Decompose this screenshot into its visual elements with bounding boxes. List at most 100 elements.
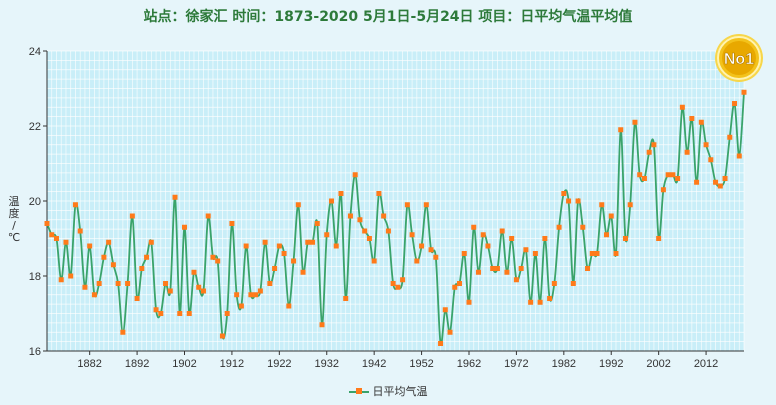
data-point: [400, 277, 406, 283]
data-point: [305, 239, 311, 245]
data-point: [148, 239, 154, 245]
data-point: [144, 254, 150, 260]
data-point: [561, 191, 567, 196]
data-point: [385, 228, 391, 234]
data-point: [551, 281, 557, 286]
x-tick-label: 2002: [646, 358, 670, 370]
data-point: [490, 266, 496, 271]
data-point: [53, 236, 59, 241]
y-axis-label: 温度 / ℃: [7, 196, 21, 244]
x-tick-label: 1992: [599, 358, 623, 370]
data-point: [63, 239, 69, 245]
data-point: [262, 239, 268, 245]
x-tick-label: 1952: [409, 358, 433, 370]
data-point: [91, 292, 97, 298]
data-point: [670, 172, 676, 178]
data-point: [177, 311, 183, 316]
data-point: [528, 299, 534, 305]
data-point: [641, 176, 647, 181]
legend: 日平均气温: [0, 383, 776, 399]
axes: [43, 50, 744, 355]
data-point: [87, 243, 93, 249]
legend-label: 日平均气温: [372, 385, 428, 398]
data-point: [191, 269, 197, 275]
x-tick-label: 1902: [172, 358, 196, 370]
data-point: [362, 228, 368, 234]
data-point: [234, 292, 240, 298]
data-point: [708, 157, 714, 163]
data-point: [608, 213, 614, 219]
data-point: [457, 281, 463, 286]
data-point: [68, 273, 74, 279]
data-point: [49, 232, 55, 238]
data-point: [172, 194, 178, 200]
data-point: [58, 277, 64, 283]
data-point: [428, 247, 434, 253]
chart-title: 站点：徐家汇 时间：1873-2020 5月1日-5月24日 项目：日平均气温平…: [143, 9, 633, 25]
data-point: [594, 251, 600, 256]
data-point: [452, 284, 458, 290]
y-tick-label: 22: [29, 121, 41, 133]
y-tick-label: 20: [29, 196, 41, 208]
data-point: [163, 281, 169, 286]
data-point: [485, 243, 491, 249]
data-point: [281, 251, 287, 256]
data-point: [494, 266, 500, 271]
data-point: [589, 251, 595, 256]
data-point: [646, 149, 652, 155]
data-point: [684, 149, 690, 155]
data-point: [253, 292, 259, 298]
badge-text: No1: [724, 51, 754, 68]
data-point: [101, 254, 107, 260]
data-point: [82, 284, 88, 290]
data-point: [461, 251, 467, 256]
data-point: [243, 243, 249, 249]
data-point: [499, 228, 505, 234]
tick-labels: 16 18 20 22 24 1882 1892 1902 1912 1922 1932 1942 19…: [29, 46, 719, 370]
data-point: [585, 266, 591, 271]
x-tick-label: 1892: [125, 358, 149, 370]
data-point: [139, 266, 145, 271]
data-point: [613, 251, 619, 256]
x-tick-label: 1912: [220, 358, 244, 370]
x-tick-label: 1922: [267, 358, 291, 370]
data-point: [656, 236, 662, 241]
data-point: [717, 183, 723, 189]
data-point: [167, 288, 173, 294]
data-point: [153, 307, 159, 313]
data-point: [371, 258, 377, 264]
data-point: [381, 213, 387, 219]
data-point: [267, 281, 273, 286]
data-point: [509, 236, 515, 241]
data-point: [120, 329, 126, 335]
data-point: [409, 232, 415, 238]
data-point: [404, 202, 410, 208]
data-point: [272, 266, 278, 271]
x-tick-label: 1962: [457, 358, 481, 370]
data-point: [532, 251, 538, 256]
y-axis-label-char: ℃: [7, 231, 21, 244]
legend-swatch: [348, 388, 369, 394]
data-point: [276, 243, 282, 249]
data-point: [125, 281, 131, 286]
data-point: [310, 239, 316, 245]
data-point: [627, 202, 633, 208]
grid-lines: [46, 50, 745, 352]
data-point: [599, 202, 605, 208]
data-point: [158, 311, 164, 316]
data-point: [395, 284, 401, 290]
data-point: [324, 232, 330, 238]
data-point: [622, 236, 628, 241]
data-point: [438, 341, 444, 346]
data-point: [72, 202, 78, 208]
data-point: [186, 311, 192, 316]
data-point: [703, 142, 709, 148]
data-point: [347, 213, 353, 219]
data-point: [338, 191, 344, 196]
data-point: [537, 299, 543, 305]
data-point: [660, 187, 666, 193]
data-point: [238, 303, 244, 309]
data-point: [475, 269, 481, 275]
data-point: [727, 134, 733, 140]
